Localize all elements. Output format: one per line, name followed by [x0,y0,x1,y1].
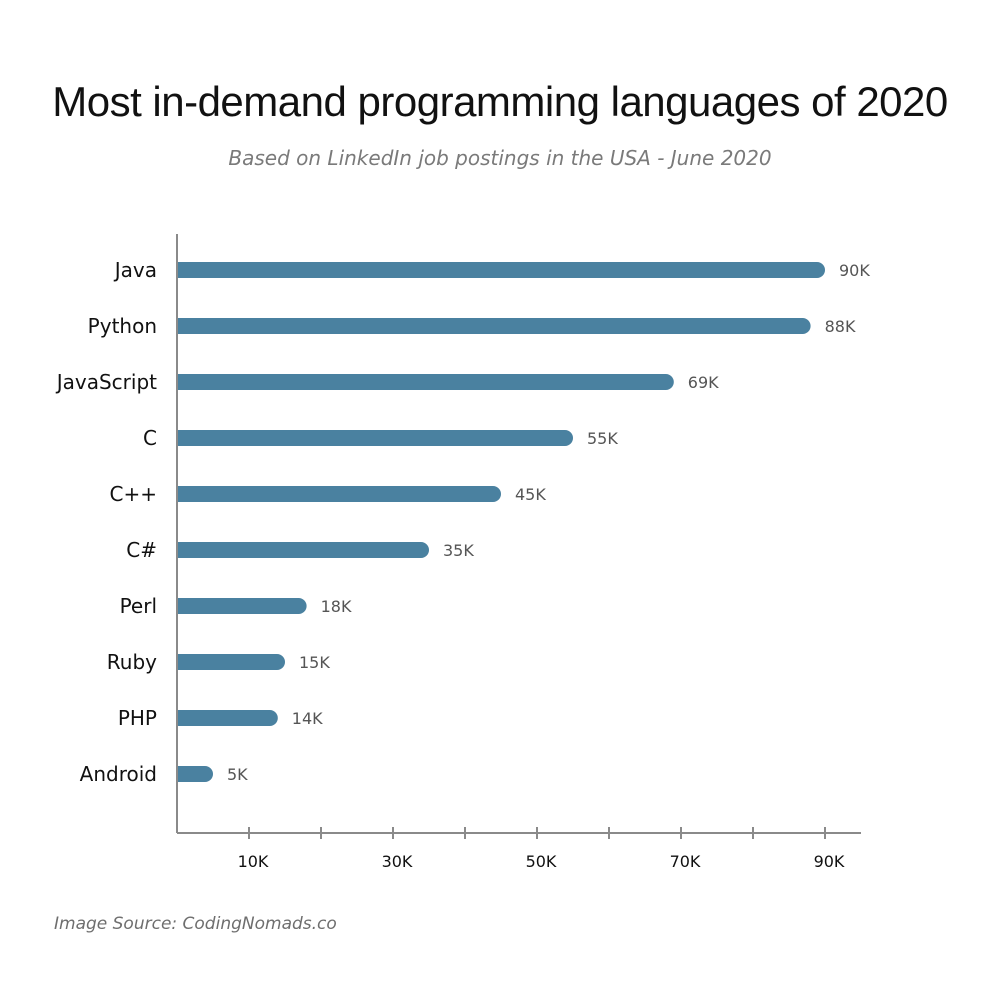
category-label: C [143,426,157,450]
bar-c [177,430,573,446]
category-label: Python [88,314,157,338]
bars-layer: Java 90K Python 88K JavaScript 69K C 55K C++ 45K C… [55,258,871,786]
bar-perl [177,598,307,614]
bar-base [177,486,193,502]
category-label: Java [113,258,157,282]
category-label: Ruby [107,650,157,674]
bar-java [177,262,825,278]
bar-javascript [177,374,674,390]
bar-base [177,654,193,670]
value-label: 15K [299,653,330,672]
bar-base [177,262,193,278]
bar-c- [177,486,501,502]
category-label: C# [126,538,157,562]
category-label: Perl [120,594,157,618]
value-label: 88K [825,317,856,336]
x-tick-label: 70K [670,852,701,871]
x-tick-label: 50K [526,852,557,871]
value-label: 18K [321,597,352,616]
chart-subtitle: Based on LinkedIn job postings in the US… [228,146,772,170]
bar-base [177,766,193,782]
bar-c- [177,542,429,558]
bar-base [177,430,193,446]
value-label: 55K [587,429,618,448]
bar-ruby [177,654,285,670]
category-label: JavaScript [55,370,157,394]
x-tick-label: 90K [814,852,845,871]
value-label: 14K [292,709,323,728]
value-label: 90K [839,261,870,280]
category-label: PHP [118,706,157,730]
image-source-note: Image Source: CodingNomads.co [54,914,337,934]
category-label: C++ [110,482,157,506]
axis-layer: 10K 30K 50K 70K 90K [176,234,861,871]
bar-php [177,710,278,726]
category-label: Android [80,762,157,786]
bar-base [177,542,193,558]
value-label: 45K [515,485,546,504]
bar-base [177,598,193,614]
chart-title: Most in-demand programming languages of … [52,78,948,125]
value-label: 35K [443,541,474,560]
bar-python [177,318,811,334]
bar-base [177,374,193,390]
value-label: 5K [227,765,248,784]
x-tick-label: 10K [238,852,269,871]
x-tick-label: 30K [382,852,413,871]
value-label: 69K [688,373,719,392]
bar-base [177,710,193,726]
bar-base [177,318,193,334]
